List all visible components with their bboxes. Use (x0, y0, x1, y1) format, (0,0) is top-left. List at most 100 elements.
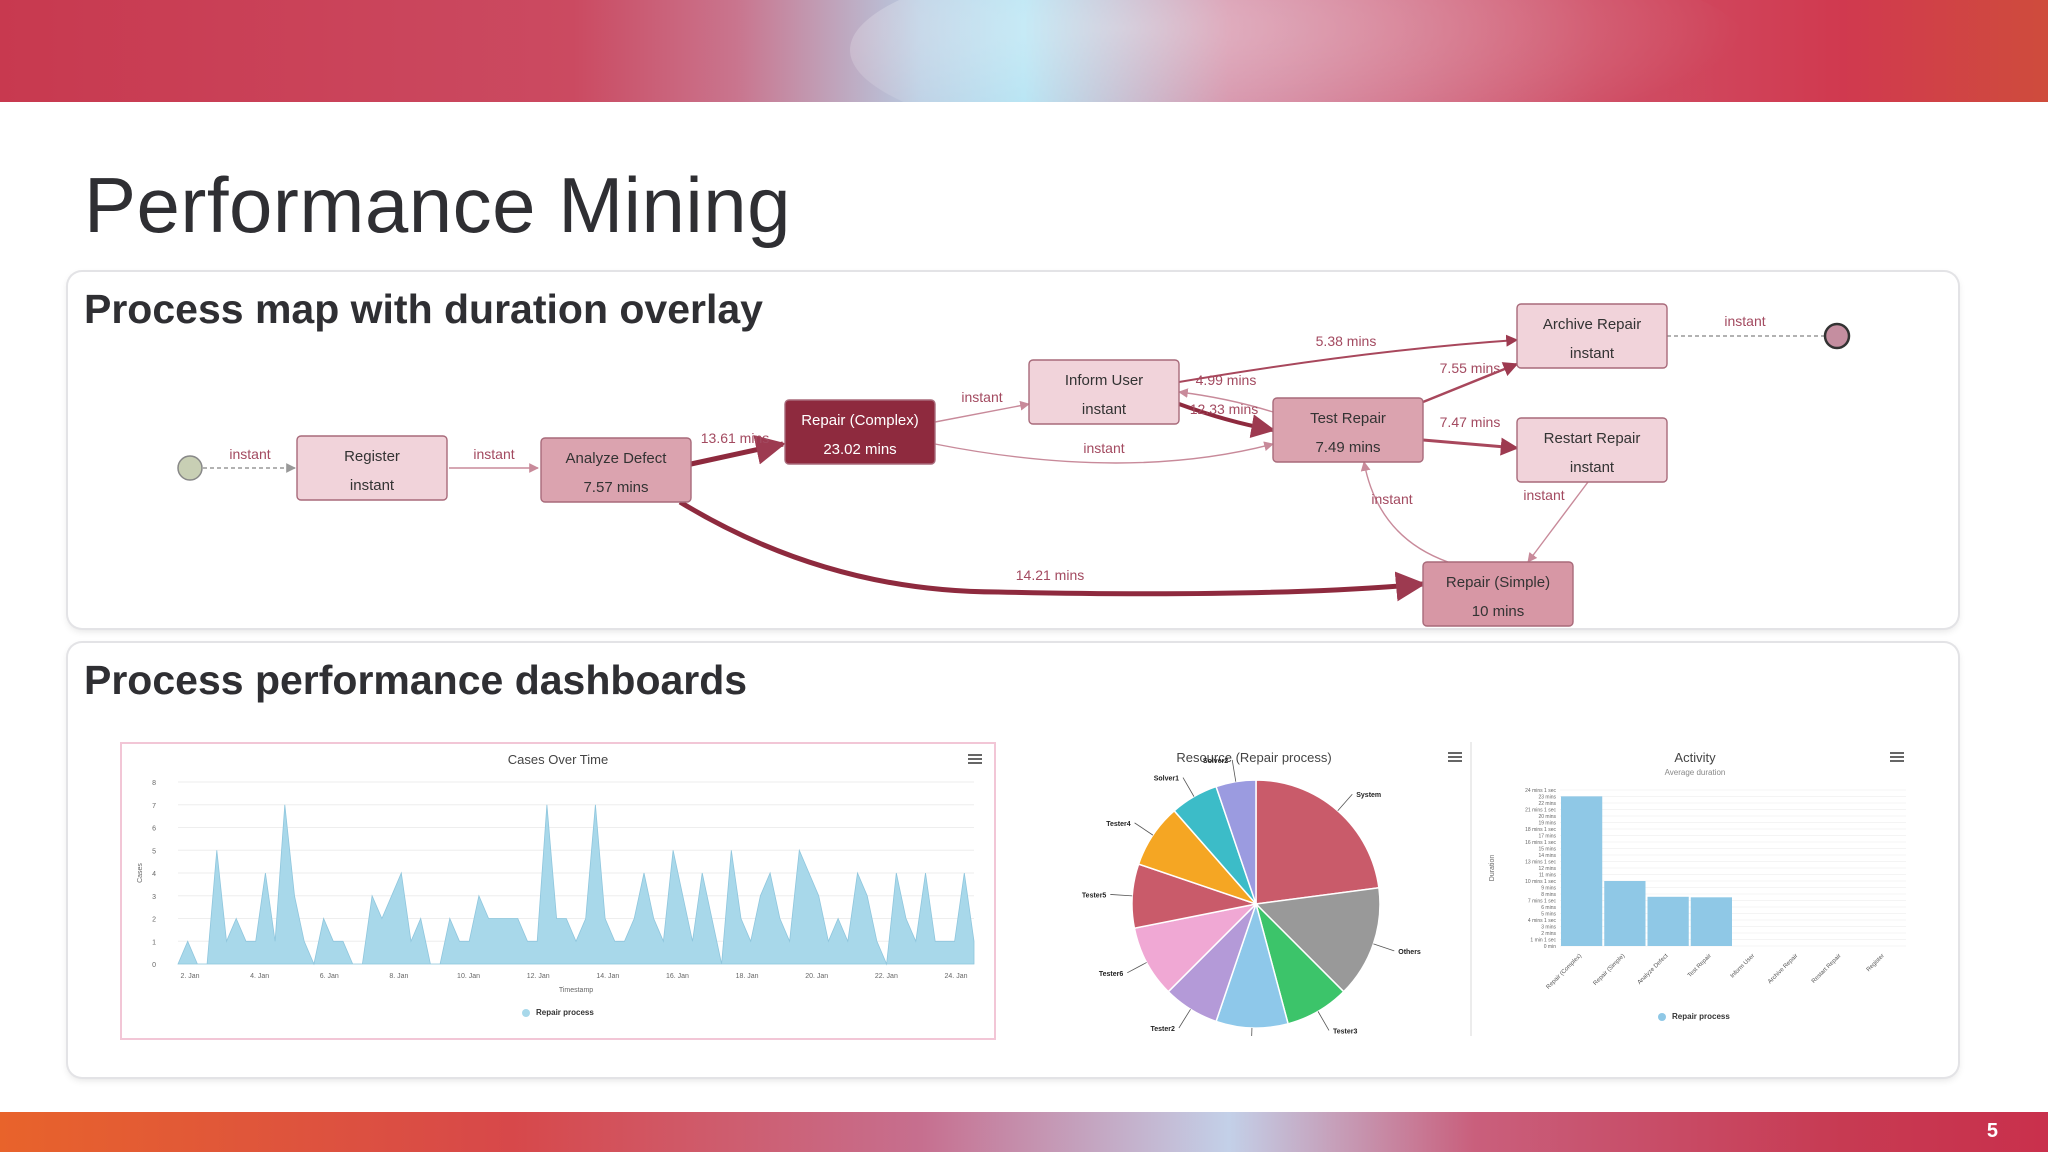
y-tick-label: 3 mins (1541, 925, 1556, 931)
y-tick-label: 5 (152, 848, 156, 855)
x-tick-label: 6. Jan (320, 973, 339, 980)
cases-chart-menu-icon[interactable] (968, 754, 982, 764)
y-tick-label: 17 mins (1538, 834, 1556, 840)
node-name: Repair (Complex) (801, 412, 919, 429)
x-tick-label: Analyze Defect (1637, 953, 1670, 986)
y-tick-label: 15 mins (1538, 847, 1556, 853)
bar-analyze-defect (1647, 896, 1689, 946)
edge-label: 13.61 mins (701, 430, 769, 446)
node-name: Test Repair (1310, 410, 1386, 427)
edge-repair-complex-to-inform-user (934, 400, 1030, 423)
edge-label: 14.21 mins (1016, 567, 1084, 583)
start-node-icon (177, 455, 203, 481)
edge-inform-user-to-archive-repair (1178, 334, 1519, 383)
pie-leader-line (1182, 777, 1195, 797)
edge-analyze-defect-to-repair-complex (690, 435, 786, 467)
node-name: Restart Repair (1544, 430, 1641, 447)
edge-test-repair-to-archive-repair (1422, 362, 1519, 404)
pie-leader-line (1373, 943, 1395, 952)
y-tick-label: 19 mins (1538, 821, 1556, 827)
x-tick-label: 18. Jan (736, 973, 759, 980)
y-tick-label: 16 mins 1 sec (1525, 840, 1556, 846)
edge-label: instant (1724, 313, 1765, 329)
node-box (1516, 303, 1668, 369)
x-tick-label: Restart Repair (1811, 953, 1843, 985)
bar-repair-complex (1561, 796, 1603, 946)
node-box (296, 435, 448, 501)
dashboards-panel: Process performance dashboards Cases Ove… (68, 643, 1958, 1077)
node-duration: 7.49 mins (1315, 439, 1380, 456)
pie-chart-title: Resource (Repair process) (1176, 750, 1332, 765)
y-tick-label: 8 mins (1541, 892, 1556, 898)
y-tick-label: 1 (152, 939, 156, 946)
cases-chart-title: Cases Over Time (507, 752, 609, 767)
cases-area-chart: 0 1 2 3 4 5 6 7 8 2. Jan 4. Jan 6. Jan 8. Jan 10. Jan… (137, 780, 975, 994)
cases-over-time-card: Cases Over Time 0 1 2 3 4 5 6 7 8 2. Jan 4. Jan 6. … (120, 742, 996, 1040)
cases-legend-label: Repair process (536, 1008, 594, 1017)
edge-repair-simple-to-test-repair (1360, 461, 1449, 563)
x-tick-label: Repair (Complex) (1546, 953, 1583, 990)
y-tick-label: 14 mins (1538, 853, 1556, 859)
edge-test-repair-to-restart-repair (1422, 437, 1519, 456)
process-node-repair-simple: Repair (Simple) 10 mins (1422, 561, 1574, 627)
y-tick-label: 18 mins 1 sec (1525, 827, 1556, 833)
node-box (1028, 359, 1180, 425)
process-node-analyze-defect: Analyze Defect 7.57 mins (540, 437, 692, 503)
edge-label: 7.55 mins (1440, 360, 1501, 376)
node-name: Analyze Defect (566, 450, 668, 467)
pie-label-tester5: Tester5 (1082, 892, 1106, 899)
y-axis-label: Cases (137, 863, 144, 883)
edge-label: instant (229, 446, 270, 462)
x-tick-label: 2. Jan (180, 973, 199, 980)
pie-label-tester4: Tester4 (1106, 821, 1130, 828)
pie-leader-line (1337, 793, 1353, 812)
pie-slice-system (1255, 779, 1380, 905)
node-name: Inform User (1065, 372, 1143, 389)
x-tick-label: Register (1866, 953, 1886, 973)
edge-label: 12.33 mins (1190, 401, 1258, 417)
edge-label: instant (1523, 487, 1564, 503)
pie-slice-others (1254, 886, 1381, 993)
y-tick-label: 2 (152, 917, 156, 924)
bar-repair-simple (1604, 881, 1646, 946)
y-tick-label: 0 (152, 962, 156, 969)
y-tick-label: 4 (152, 871, 156, 878)
node-name: Register (344, 448, 400, 465)
node-box (1272, 397, 1424, 463)
node-box (1516, 417, 1668, 483)
x-tick-label: 24. Jan (945, 973, 968, 980)
pie-chart-menu-icon[interactable] (1448, 752, 1462, 762)
x-tick-label: 12. Jan (527, 973, 550, 980)
y-tick-label: 20 mins (1538, 814, 1556, 820)
edge-label: instant (1371, 491, 1412, 507)
pie-label-solver1: Solver1 (1154, 776, 1179, 783)
y-tick-label: 12 mins (1538, 866, 1556, 872)
legend-dot (522, 1008, 530, 1017)
y-tick-label: 7 (152, 803, 156, 810)
y-tick-label: 21 mins 1 sec (1525, 808, 1556, 814)
activity-bar-card: Activity Average duration 0 min 1 min 1 s… (1478, 742, 1912, 1036)
y-tick-label: 2 mins (1541, 931, 1556, 937)
pie-leader-line (1127, 962, 1147, 974)
y-tick-label: 4 mins 1 sec (1528, 918, 1557, 924)
edge-label: instant (1083, 440, 1124, 456)
activity-legend[interactable]: Repair process (1658, 1012, 1730, 1021)
y-tick-label: 24 mins 1 sec (1525, 788, 1556, 794)
x-tick-label: Test Repair (1687, 953, 1713, 979)
cases-legend[interactable]: Repair process (522, 1008, 594, 1017)
process-node-restart-repair: Restart Repair instant (1516, 417, 1668, 483)
node-box (540, 437, 692, 503)
y-tick-label: 13 mins 1 sec (1525, 860, 1556, 866)
process-node-inform-user: Inform User instant (1028, 359, 1180, 425)
node-duration: 7.57 mins (583, 479, 648, 496)
process-node-archive-repair: Archive Repair instant (1516, 303, 1668, 369)
node-name: Archive Repair (1543, 316, 1641, 333)
node-box (784, 399, 936, 465)
pie-leader-line (1110, 894, 1133, 897)
bar-chart-menu-icon[interactable] (1890, 752, 1904, 762)
x-tick-label: 16. Jan (666, 973, 689, 980)
x-axis-label: Timestamp (559, 987, 593, 994)
x-tick-label: 10. Jan (457, 973, 480, 980)
y-tick-label: 23 mins (1538, 795, 1556, 801)
pie-leader-line (1231, 759, 1237, 782)
